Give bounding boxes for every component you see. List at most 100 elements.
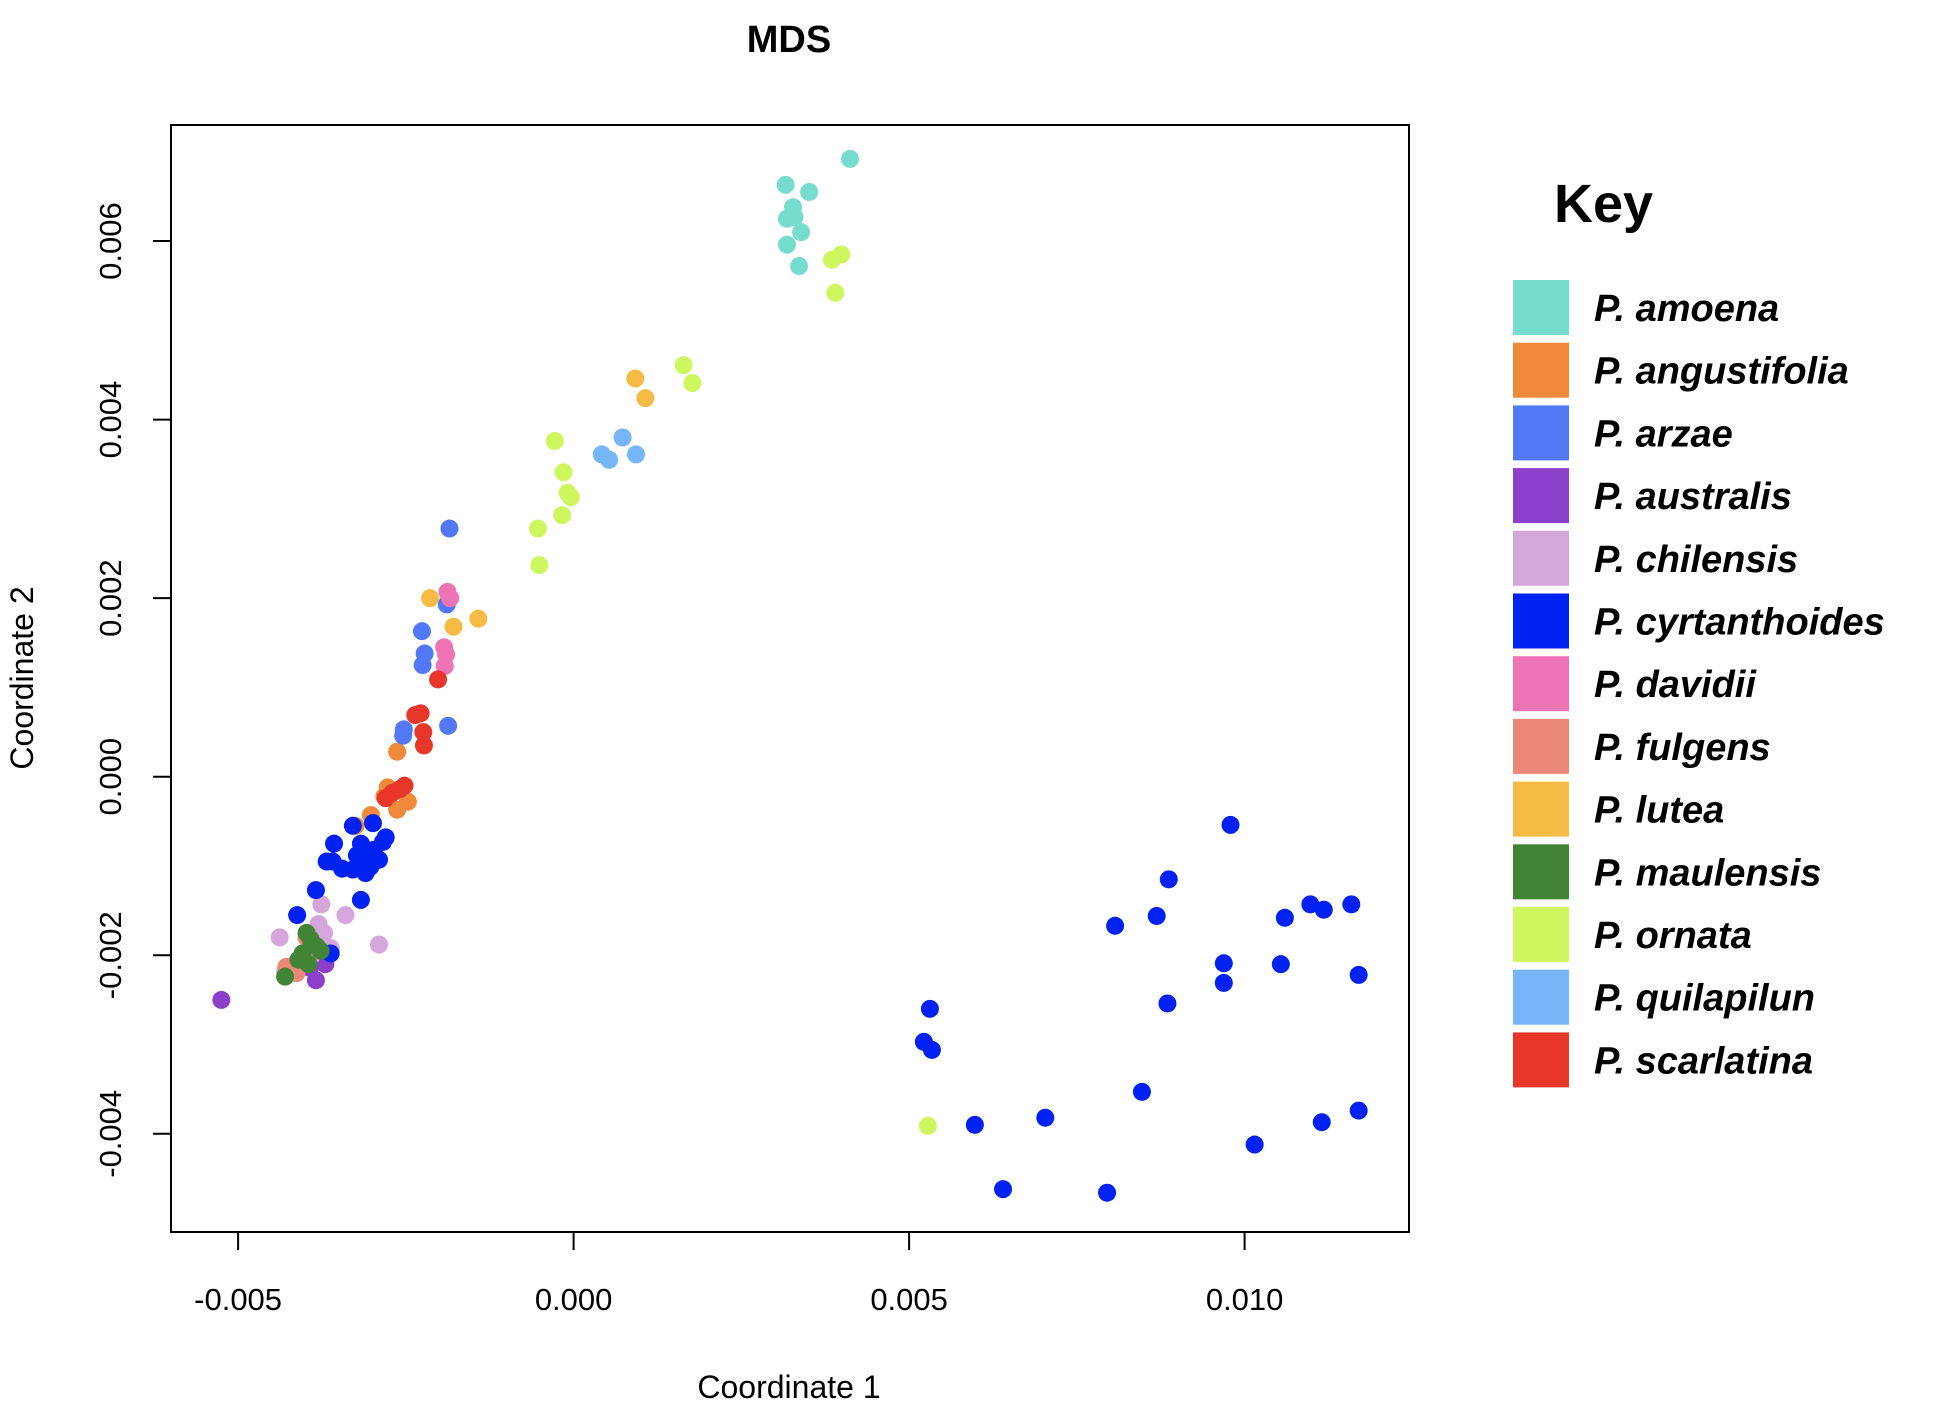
data-point (674, 356, 693, 375)
data-point (627, 445, 646, 464)
x-tick-label: -0.005 (194, 1282, 282, 1317)
data-point (406, 706, 425, 725)
data-point (554, 463, 573, 482)
data-point (1158, 994, 1177, 1013)
data-point (832, 245, 851, 264)
legend-swatch (1513, 405, 1569, 461)
data-point (777, 235, 796, 254)
data-point (356, 864, 375, 883)
data-point (994, 1180, 1013, 1199)
legend-swatch (1513, 468, 1569, 524)
data-point (826, 283, 845, 302)
legend-swatch (1513, 656, 1569, 712)
data-point (1098, 1183, 1117, 1202)
data-point (299, 955, 318, 974)
data-point (412, 622, 431, 641)
data-point (530, 556, 549, 575)
data-point (351, 890, 370, 909)
data-point (561, 488, 580, 507)
data-point (317, 852, 336, 871)
legend-swatch (1513, 342, 1569, 398)
data-point (363, 814, 382, 833)
legend-label: P. scarlatina (1594, 1040, 1813, 1082)
data-point (683, 374, 702, 393)
data-point (1312, 1113, 1331, 1132)
legend-label: P. arzae (1594, 413, 1733, 455)
x-tick-label: 0.000 (535, 1282, 613, 1317)
data-point (965, 1115, 984, 1134)
data-point (440, 519, 459, 538)
legend-label: P. quilapilun (1594, 978, 1815, 1020)
data-point (441, 589, 460, 608)
legend-swatch (1513, 530, 1569, 586)
data-point (394, 726, 413, 745)
data-point (636, 389, 655, 408)
data-point (626, 369, 645, 388)
legend-swatch (1513, 280, 1569, 335)
data-point (288, 906, 307, 925)
y-tick-label: 0.002 (93, 559, 128, 637)
y-tick-label: 0.004 (93, 381, 128, 459)
data-point (1342, 895, 1361, 914)
legend-label: P. maulensis (1594, 852, 1821, 894)
x-tick-label: 0.010 (1206, 1282, 1284, 1317)
plot-frame (170, 124, 1410, 1233)
legend: Key P. amoena P. angustifolia P. arzae P. a… (1513, 174, 1885, 1088)
legend-swatch (1513, 907, 1569, 962)
legend-title: Key (1554, 174, 1653, 234)
data-point (1271, 955, 1290, 974)
data-point (435, 657, 454, 676)
data-point (414, 723, 433, 742)
data-point (314, 923, 333, 942)
data-point (325, 834, 344, 853)
data-point (212, 990, 231, 1009)
data-point (841, 149, 860, 168)
data-point (918, 1116, 937, 1135)
data-point (800, 182, 819, 201)
data-point (600, 450, 619, 469)
data-point (1147, 906, 1166, 925)
legend-label: P. chilensis (1594, 539, 1798, 581)
data-point (613, 428, 632, 447)
data-point (343, 816, 362, 835)
data-point (270, 928, 289, 947)
y-tick-label: 0.000 (93, 738, 128, 816)
legend-label: P. davidii (1594, 664, 1757, 706)
data-point (429, 670, 448, 689)
data-point (311, 941, 330, 960)
x-tick-label: 0.005 (870, 1282, 948, 1317)
data-point (444, 617, 463, 636)
data-point (312, 895, 331, 914)
data-point (1036, 1108, 1055, 1127)
data-point (1314, 900, 1333, 919)
data-point (1245, 1135, 1264, 1154)
data-point (439, 716, 458, 735)
data-point (790, 257, 809, 276)
data-point (1159, 870, 1178, 889)
y-tick-label: -0.002 (93, 911, 128, 999)
data-point (1214, 973, 1233, 992)
data-point (1132, 1082, 1151, 1101)
x-axis: -0.005 0.000 0.005 0.010 (194, 1231, 1284, 1317)
data-point (388, 742, 407, 761)
y-tick-label: 0.006 (93, 202, 128, 280)
data-point (785, 207, 804, 226)
legend-swatch (1513, 1032, 1569, 1088)
legend-swatch (1513, 718, 1569, 774)
legend-swatch (1513, 781, 1569, 837)
data-point (413, 656, 432, 675)
data-point (421, 589, 440, 608)
data-point (388, 800, 407, 819)
legend-label: P. cyrtanthoides (1594, 602, 1885, 644)
data-point (792, 223, 811, 242)
data-point (1349, 1101, 1368, 1120)
legend-swatch (1513, 593, 1569, 649)
legend-label: P. fulgens (1594, 727, 1771, 769)
data-point (306, 881, 325, 900)
legend-swatch (1513, 844, 1569, 900)
data-point (1275, 908, 1294, 927)
y-axis: -0.004 -0.002 0.000 0.002 0.004 0.006 (93, 202, 172, 1178)
data-point (376, 789, 395, 808)
legend-swatch (1513, 969, 1569, 1025)
